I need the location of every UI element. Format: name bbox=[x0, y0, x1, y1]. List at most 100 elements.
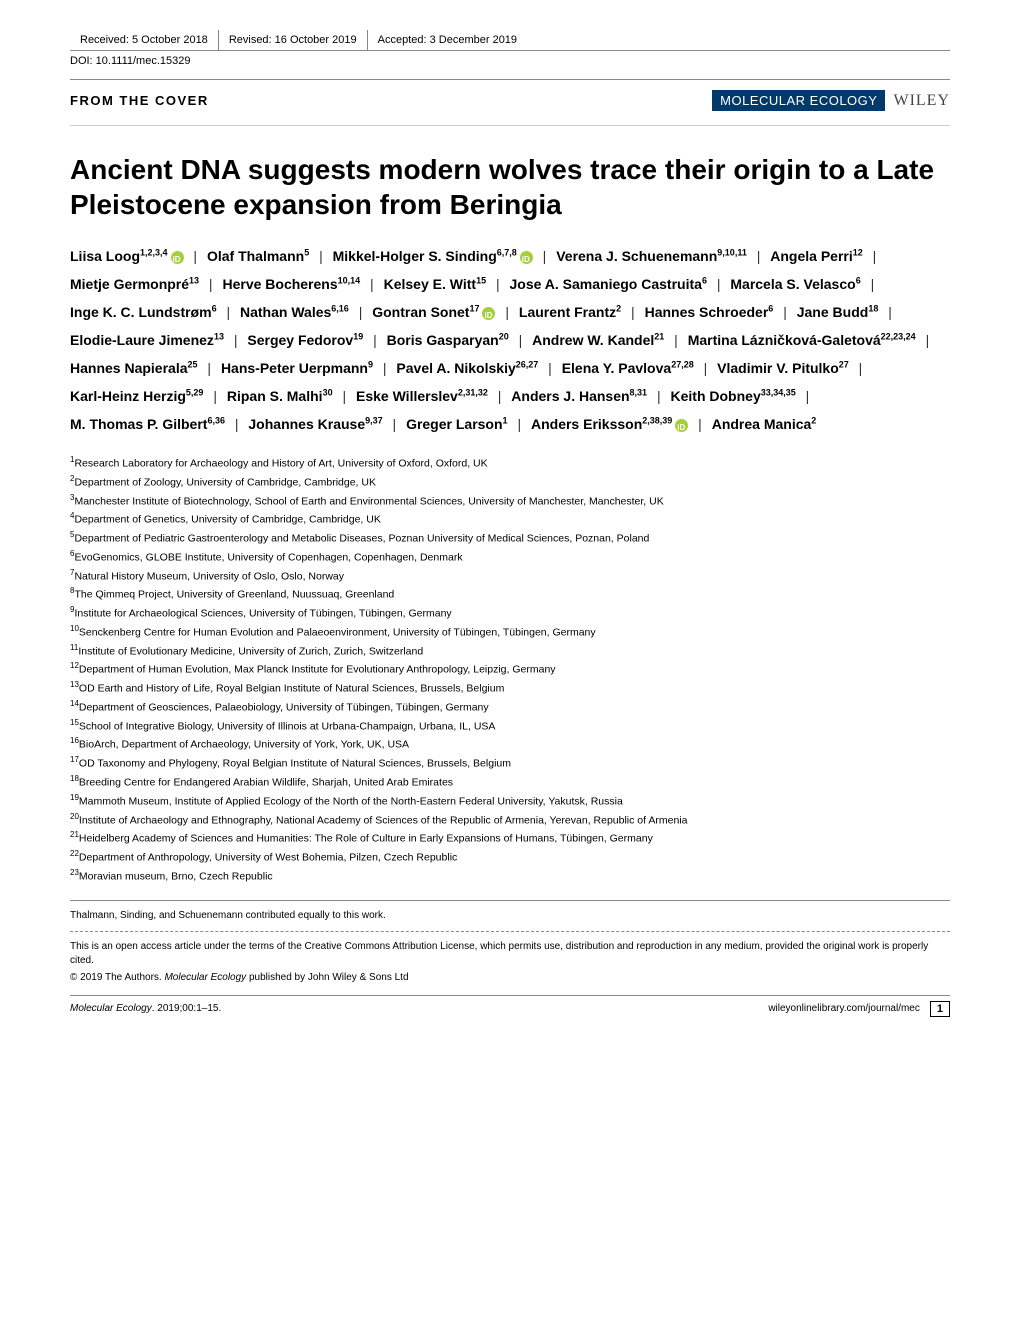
equal-contribution-note: Thalmann, Sinding, and Schuenemann contr… bbox=[70, 907, 950, 925]
journal-url: wileyonlinelibrary.com/journal/mec bbox=[768, 1003, 920, 1014]
affiliation: 11Institute of Evolutionary Medicine, Un… bbox=[70, 642, 950, 660]
author: Andrea Manica2 bbox=[712, 416, 817, 432]
page-footer: Molecular Ecology. 2019;00:1–15. wileyon… bbox=[70, 995, 950, 1017]
author: Boris Gasparyan20 bbox=[387, 332, 509, 348]
author-separator: | bbox=[773, 304, 796, 320]
affiliation: 17OD Taxonomy and Phylogeny, Royal Belgi… bbox=[70, 754, 950, 772]
author-separator: | bbox=[373, 360, 396, 376]
affiliation: 2Department of Zoology, University of Ca… bbox=[70, 473, 950, 491]
doi-text: DOI: 10.1111/mec.15329 bbox=[70, 51, 950, 80]
author: Mikkel-Holger S. Sinding6,7,8 bbox=[333, 248, 533, 264]
citation-text: Molecular Ecology. 2019;00:1–15. bbox=[70, 1003, 221, 1014]
author-separator: | bbox=[694, 360, 717, 376]
affiliation: 18Breeding Centre for Endangered Arabian… bbox=[70, 773, 950, 791]
author: Hans-Peter Uerpmann9 bbox=[221, 360, 373, 376]
author: M. Thomas P. Gilbert6,36 bbox=[70, 416, 225, 432]
journal-name-badge: MOLECULAR ECOLOGY bbox=[712, 90, 885, 111]
orcid-icon[interactable] bbox=[675, 419, 688, 432]
author-separator: | bbox=[621, 304, 644, 320]
copyright-suffix: published by John Wiley & Sons Ltd bbox=[246, 972, 408, 983]
author: Ripan S. Malhi30 bbox=[227, 388, 333, 404]
author-separator: | bbox=[309, 248, 332, 264]
license-text: This is an open access article under the… bbox=[70, 938, 950, 970]
author: Laurent Frantz2 bbox=[519, 304, 621, 320]
affiliation: 10Senckenberg Centre for Human Evolution… bbox=[70, 623, 950, 641]
author-separator: | bbox=[707, 276, 730, 292]
author-separator: | bbox=[488, 388, 511, 404]
received-date: Received: 5 October 2018 bbox=[70, 30, 219, 50]
author: Angela Perri12 bbox=[770, 248, 863, 264]
author: Gontran Sonet17 bbox=[372, 304, 495, 320]
author: Elena Y. Pavlova27,28 bbox=[562, 360, 694, 376]
author-separator: | bbox=[203, 388, 226, 404]
author: Karl-Heinz Herzig5,29 bbox=[70, 388, 203, 404]
copyright-prefix: © 2019 The Authors. bbox=[70, 972, 164, 983]
affiliations-list: 1Research Laboratory for Archaeology and… bbox=[70, 454, 950, 894]
author: Hannes Napierala25 bbox=[70, 360, 198, 376]
author: Elodie-Laure Jimenez13 bbox=[70, 332, 224, 348]
author: Jose A. Samaniego Castruita6 bbox=[510, 276, 707, 292]
author-separator: | bbox=[199, 276, 222, 292]
affiliation: 14Department of Geosciences, Palaeobiolo… bbox=[70, 698, 950, 716]
author-separator: | bbox=[796, 388, 816, 404]
affiliation: 23Moravian museum, Brno, Czech Republic bbox=[70, 867, 950, 885]
orcid-icon[interactable] bbox=[482, 307, 495, 320]
affiliation: 21Heidelberg Academy of Sciences and Hum… bbox=[70, 829, 950, 847]
submission-dates-row: Received: 5 October 2018 Revised: 16 Oct… bbox=[70, 30, 950, 51]
author: Mietje Germonpré13 bbox=[70, 276, 199, 292]
publisher-logo: WILEY bbox=[893, 92, 950, 110]
author: Eske Willerslev2,31,32 bbox=[356, 388, 488, 404]
author-separator: | bbox=[863, 248, 883, 264]
affiliation: 16BioArch, Department of Archaeology, Un… bbox=[70, 735, 950, 753]
accepted-date: Accepted: 3 December 2019 bbox=[368, 30, 527, 50]
affiliation: 3Manchester Institute of Biotechnology, … bbox=[70, 492, 950, 510]
author: Inge K. C. Lundstrøm6 bbox=[70, 304, 217, 320]
author: Verena J. Schuenemann9,10,11 bbox=[556, 248, 747, 264]
author: Sergey Fedorov19 bbox=[247, 332, 363, 348]
footer-right-group: wileyonlinelibrary.com/journal/mec 1 bbox=[768, 1001, 950, 1017]
affiliation: 13OD Earth and History of Life, Royal Be… bbox=[70, 679, 950, 697]
author-separator: | bbox=[360, 276, 383, 292]
divider bbox=[70, 900, 950, 901]
author-separator: | bbox=[538, 360, 561, 376]
author-separator: | bbox=[495, 304, 518, 320]
affiliation: 6EvoGenomics, GLOBE Institute, Universit… bbox=[70, 548, 950, 566]
author-separator: | bbox=[198, 360, 221, 376]
author-separator: | bbox=[363, 332, 386, 348]
revised-date: Revised: 16 October 2019 bbox=[219, 30, 368, 50]
affiliation: 1Research Laboratory for Archaeology and… bbox=[70, 454, 950, 472]
author-separator: | bbox=[224, 332, 247, 348]
author-separator: | bbox=[878, 304, 898, 320]
author-separator: | bbox=[533, 248, 556, 264]
author-separator: | bbox=[509, 332, 532, 348]
copyright-text: © 2019 The Authors. Molecular Ecology pu… bbox=[70, 970, 950, 995]
affiliation: 12Department of Human Evolution, Max Pla… bbox=[70, 660, 950, 678]
orcid-icon[interactable] bbox=[171, 251, 184, 264]
dashed-divider bbox=[70, 931, 950, 932]
author-separator: | bbox=[333, 388, 356, 404]
author: Keith Dobney33,34,35 bbox=[671, 388, 796, 404]
author: Pavel A. Nikolskiy26,27 bbox=[396, 360, 538, 376]
author-separator: | bbox=[508, 416, 531, 432]
author: Vladimir V. Pitulko27 bbox=[717, 360, 849, 376]
orcid-icon[interactable] bbox=[520, 251, 533, 264]
affiliation: 22Department of Anthropology, University… bbox=[70, 848, 950, 866]
author-separator: | bbox=[861, 276, 881, 292]
author-separator: | bbox=[747, 248, 770, 264]
author-separator: | bbox=[349, 304, 372, 320]
section-header-row: FROM THE COVER MOLECULAR ECOLOGY WILEY bbox=[70, 80, 950, 126]
author-separator: | bbox=[486, 276, 509, 292]
author: Anders J. Hansen8,31 bbox=[511, 388, 647, 404]
copyright-journal: Molecular Ecology bbox=[164, 972, 246, 983]
author: Johannes Krause9,37 bbox=[248, 416, 382, 432]
author: Olaf Thalmann5 bbox=[207, 248, 309, 264]
author: Martina Lázničková-Galetová22,23,24 bbox=[688, 332, 916, 348]
affiliation: 9Institute for Archaeological Sciences, … bbox=[70, 604, 950, 622]
journal-branding: MOLECULAR ECOLOGY WILEY bbox=[712, 90, 950, 111]
author-separator: | bbox=[184, 248, 207, 264]
affiliation: 15School of Integrative Biology, Univers… bbox=[70, 717, 950, 735]
author-separator: | bbox=[225, 416, 248, 432]
affiliation: 8The Qimmeq Project, University of Green… bbox=[70, 585, 950, 603]
citation-details: . 2019;00:1–15. bbox=[152, 1003, 222, 1014]
author: Liisa Loog1,2,3,4 bbox=[70, 248, 184, 264]
